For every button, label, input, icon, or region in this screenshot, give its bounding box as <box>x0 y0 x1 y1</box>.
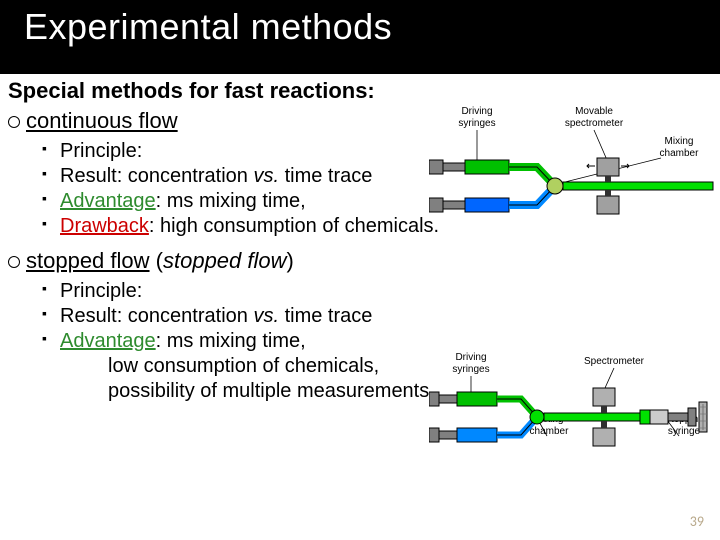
label-driving-syringes: Driving <box>461 106 492 117</box>
section1-heading-text: continuous flow <box>26 108 178 133</box>
svg-text:chamber: chamber <box>530 426 570 437</box>
section2-heading-paren: stopped flow <box>163 248 287 273</box>
section2-heading: stopped flow (stopped flow) <box>8 248 704 274</box>
svg-text:spectrometer: spectrometer <box>565 118 624 129</box>
list-item: Principle: <box>42 280 704 303</box>
label-mixing-chamber: Mixing <box>665 136 694 147</box>
label-driving-syringes: Driving <box>455 352 486 363</box>
label-movable-spectrometer: Movable <box>575 106 613 117</box>
title-bar: Experimental methods <box>0 0 720 74</box>
svg-text:chamber: chamber <box>660 148 700 159</box>
svg-text:syringes: syringes <box>458 118 495 129</box>
stopped-flow-diagram: Driving syringes Spectrometer Mixing cha… <box>429 342 714 492</box>
continuous-flow-diagram: Driving syringes Movable spectrometer Mi… <box>429 102 714 232</box>
slide-title: Experimental methods <box>24 6 720 48</box>
subtitle: Special methods for fast reactions: <box>8 78 704 104</box>
label-spectrometer: Spectrometer <box>584 356 645 367</box>
list-item: Result: concentration vs. time trace <box>42 305 704 328</box>
page-number: 39 <box>690 513 704 530</box>
circle-bullet-icon <box>8 256 20 268</box>
section2-heading-text: stopped flow <box>26 248 150 273</box>
svg-text:syringes: syringes <box>452 364 489 375</box>
circle-bullet-icon <box>8 116 20 128</box>
